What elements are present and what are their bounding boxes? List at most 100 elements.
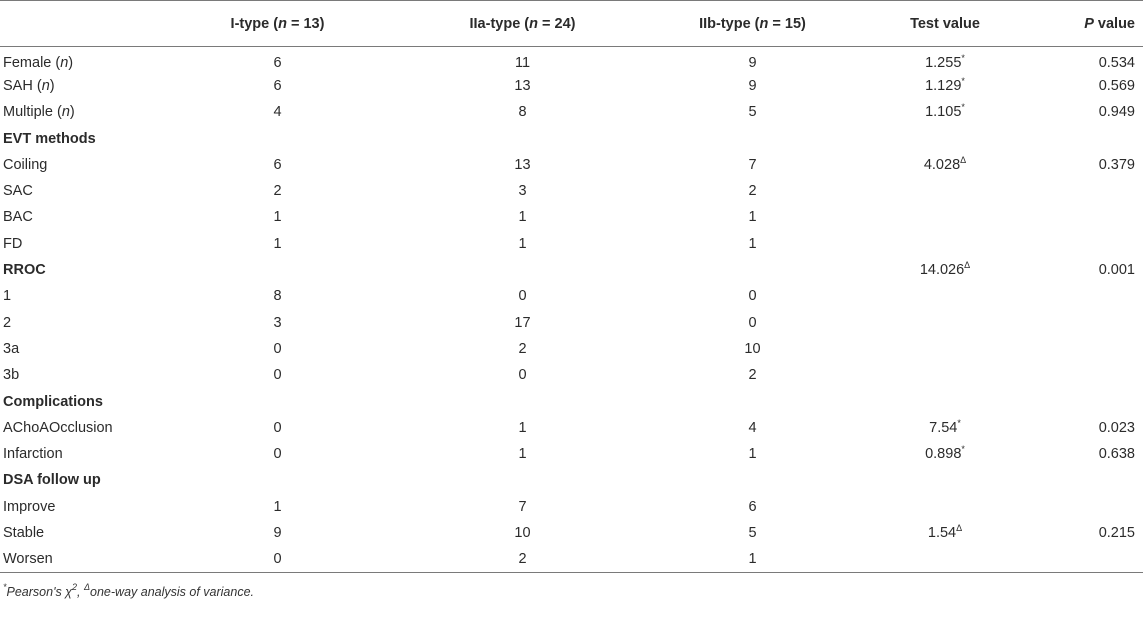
cell-p-value (1020, 494, 1143, 520)
table-footnote: *Pearson's χ2, Δone-way analysis of vari… (3, 581, 255, 599)
row-label: 3b (0, 362, 145, 388)
cell-iib: 5 (748, 104, 757, 121)
cell-iib: 2 (748, 183, 757, 200)
test-type-mark: Δ (956, 522, 963, 533)
cell-iia (410, 257, 635, 283)
cell-i (145, 388, 410, 414)
row-label-text: 3b (3, 367, 20, 384)
test-type-mark: * (961, 75, 965, 86)
cell-p-value (1020, 204, 1143, 230)
cell-test-value (870, 388, 1020, 414)
cell-p-value (1020, 336, 1143, 362)
cell-iia: 2 (518, 340, 527, 357)
cell-i: 3 (273, 314, 282, 331)
row-label-text: 1 (3, 288, 12, 305)
table-row: Worsen 0 2 1 (0, 546, 1143, 573)
cell-i: 1 (273, 209, 282, 226)
cell-p-value (1020, 125, 1143, 151)
cell-test-value (870, 467, 1020, 493)
cell-iib: 5 (748, 524, 757, 541)
cell-iib: 1 (748, 235, 757, 252)
cell-iia: 0 (518, 367, 527, 384)
cell-i: 0 (273, 446, 282, 463)
test-value-number: 1.54 (927, 524, 957, 541)
table-row: 3b 0 0 2 (0, 362, 1143, 388)
row-label: Stable (0, 520, 145, 546)
cell-iia: 1 (518, 235, 527, 252)
cell-p-value: 0.379 (1098, 156, 1135, 173)
row-label-text: SAH (3, 77, 33, 94)
cell-iia: 1 (518, 419, 527, 436)
table-row: BAC 1 1 1 (0, 204, 1143, 230)
row-label-text: Infarction (3, 446, 63, 463)
table-body: Female (n) 6 11 9 1.255* 0.534 SAH (n) 6 13 9 1.12… (0, 47, 1143, 573)
cell-i: 1 (273, 498, 282, 515)
row-label-text: 2 (3, 314, 12, 331)
cell-iia (410, 125, 635, 151)
cell-i (145, 467, 410, 493)
test-value-number: 1.255 (925, 54, 962, 71)
header-row: I-type (n = 13) IIa-type (n = 24) IIb-ty… (0, 0, 1143, 47)
cell-p-value: 0.534 (1098, 54, 1135, 71)
table-row: SAC 2 3 2 (0, 178, 1143, 204)
cell-iia: 7 (518, 498, 527, 515)
cell-iia: 2 (410, 546, 635, 573)
cell-test-value: 7.54* (870, 415, 1020, 441)
cell-p-value: 0.949 (1098, 104, 1135, 121)
cell-p-value (1020, 467, 1143, 493)
row-label-text: Worsen (3, 551, 53, 568)
header-p-value: P value (1020, 0, 1143, 47)
cell-test-value: 4.028Δ (870, 152, 1020, 178)
cell-iib (635, 125, 870, 151)
row-label: SAC (0, 178, 145, 204)
cell-test-value (870, 204, 1020, 230)
test-value-number: 1.129 (925, 77, 962, 94)
row-label: BAC (0, 204, 145, 230)
row-label: EVT methods (0, 125, 145, 151)
test-value-number: 14.026 (919, 262, 965, 279)
test-value-number: 0.898 (925, 446, 962, 463)
cell-i: 8 (273, 288, 282, 305)
cell-i: 6 (273, 54, 282, 71)
cell-iib: 1 (748, 209, 757, 226)
cell-test-value (870, 125, 1020, 151)
test-type-mark: * (957, 417, 961, 428)
cell-iib (635, 467, 870, 493)
cell-iib: 6 (748, 498, 757, 515)
table-row: Stable 9 10 5 1.54Δ 0.215 (0, 520, 1143, 546)
table-row: Improve 1 7 6 (0, 494, 1143, 520)
cell-iib: 9 (748, 77, 757, 94)
row-label: Complications (0, 388, 145, 414)
row-label-text: EVT methods (3, 130, 96, 147)
cell-test-value (870, 362, 1020, 388)
cell-test-value: 14.026Δ (870, 257, 1020, 283)
table-row: Multiple (n) 4 8 5 1.105* 0.949 (0, 99, 1143, 125)
cell-i (145, 257, 410, 283)
row-label-text: BAC (3, 209, 33, 226)
cell-iia: 1 (518, 446, 527, 463)
test-value-number: 7.54 (929, 419, 958, 436)
cell-iib: 0 (748, 288, 757, 305)
table-row: AChoAOcclusion 0 1 4 7.54* 0.023 (0, 415, 1143, 441)
cell-i: 6 (273, 77, 282, 94)
cell-p-value: 0.215 (1098, 524, 1135, 541)
cell-p-value: 0.023 (1098, 419, 1135, 436)
cell-test-value (870, 231, 1020, 257)
row-label: Worsen (0, 546, 145, 573)
section-row: DSA follow up (0, 467, 1143, 493)
row-label-text: Stable (3, 524, 45, 541)
row-label-text: SAC (3, 183, 33, 200)
row-label: AChoAOcclusion (0, 415, 145, 441)
cell-iib: 1 (748, 446, 757, 463)
cell-i: 6 (273, 156, 282, 173)
test-type-mark: * (961, 102, 965, 113)
cell-p-value (1020, 283, 1143, 309)
cell-iib: 10 (744, 340, 761, 357)
cell-iia: 10 (514, 524, 531, 541)
cell-i: 0 (273, 367, 282, 384)
header-group-i: I-type (n = 13) (145, 0, 410, 47)
cell-test-value: 1.129* (870, 73, 1020, 99)
table-row: Infarction 0 1 1 0.898* 0.638 (0, 441, 1143, 467)
cell-i: 2 (273, 183, 282, 200)
